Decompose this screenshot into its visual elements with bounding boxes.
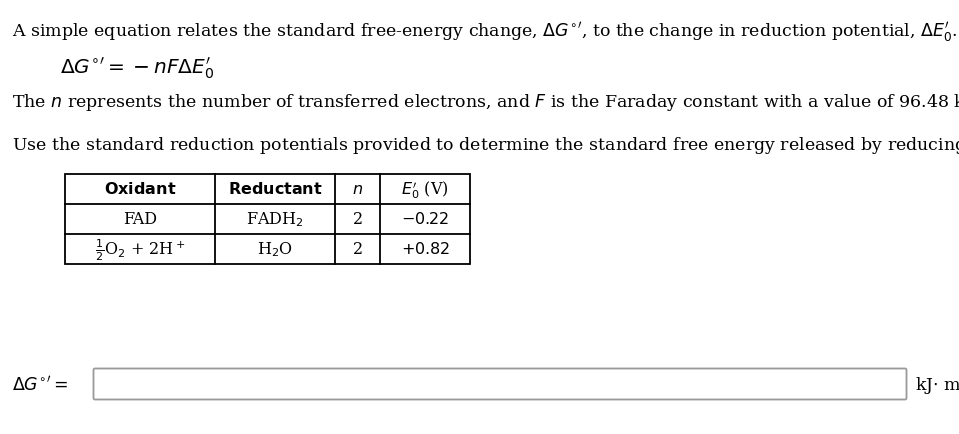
Text: $n$: $n$	[352, 181, 363, 198]
Text: 2: 2	[353, 211, 363, 228]
Text: 2: 2	[353, 241, 363, 258]
Text: H$_2$O: H$_2$O	[257, 240, 292, 259]
Text: $\Delta G^{\circ\prime} = -nF\Delta E_0^{\prime}$: $\Delta G^{\circ\prime} = -nF\Delta E_0^…	[60, 55, 214, 80]
Text: FADH$_2$: FADH$_2$	[246, 210, 304, 229]
Text: kJ$\cdot$ mol$^{-1}$: kJ$\cdot$ mol$^{-1}$	[915, 372, 959, 396]
FancyBboxPatch shape	[93, 368, 906, 400]
Text: $\frac{1}{2}$O$_2$ + 2H$^+$: $\frac{1}{2}$O$_2$ + 2H$^+$	[95, 237, 185, 262]
Text: The $n$ represents the number of transferred electrons, and $F$ is the Faraday c: The $n$ represents the number of transfe…	[12, 90, 959, 114]
Text: FAD: FAD	[123, 211, 157, 228]
Text: $E_0^{\prime}$ (V): $E_0^{\prime}$ (V)	[401, 179, 449, 201]
Text: $-0.22$: $-0.22$	[401, 211, 449, 228]
Text: $\mathbf{Oxidant}$: $\mathbf{Oxidant}$	[104, 181, 176, 198]
Text: Use the standard reduction potentials provided to determine the standard free en: Use the standard reduction potentials pr…	[12, 135, 959, 156]
Text: $\mathbf{Reductant}$: $\mathbf{Reductant}$	[227, 181, 322, 198]
Text: A simple equation relates the standard free-energy change, $\Delta G^{\circ\prim: A simple equation relates the standard f…	[12, 20, 957, 44]
Text: $\Delta G^{\circ\prime} =$: $\Delta G^{\circ\prime} =$	[12, 375, 68, 394]
Bar	[65, 174, 470, 264]
Text: $+0.82$: $+0.82$	[401, 241, 450, 258]
